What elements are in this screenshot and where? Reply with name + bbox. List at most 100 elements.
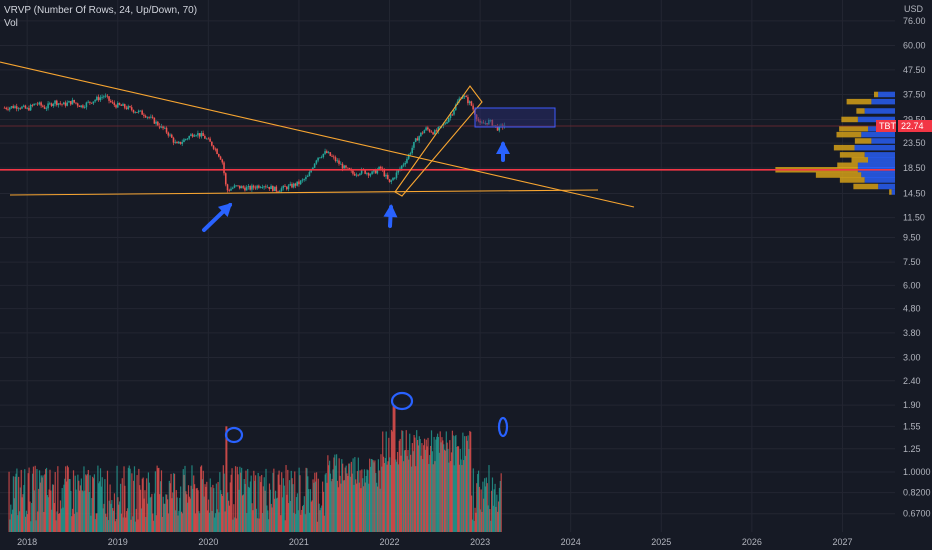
volume-bar [436,436,438,532]
volume-bar [76,512,78,532]
volume-bar [200,465,203,532]
candle-body [444,123,447,125]
arrow-head [496,141,510,154]
candle-body [500,124,502,126]
volume-bar [91,498,93,532]
candle-body [29,104,32,111]
volume-bar [22,494,24,532]
volume-bar [458,464,460,532]
candle-body [92,101,95,104]
candle-body [169,134,171,136]
indicator-label[interactable]: VRVP (Number Of Rows, 24, Up/Down, 70) [4,5,198,16]
volume-bar [245,470,247,532]
candle-body [265,186,267,188]
volume-bar [310,501,312,532]
candle-body [179,141,182,144]
price-tick-label: 47.50 [903,65,926,75]
volume-bar [139,489,142,532]
candle-body [233,185,236,188]
volume-bar [198,511,200,532]
volume-bar [133,480,135,532]
volume-bar [153,493,156,532]
volume-bar [23,485,25,532]
candle-body [19,108,22,110]
candle-body [423,130,426,134]
volume-bar [197,490,199,532]
volume-bar [333,457,335,532]
profile-up-bar [861,172,895,178]
volume-bar [444,450,447,532]
time-tick-label: 2024 [561,537,581,547]
volume-bar [139,485,141,532]
candle-body [153,117,156,124]
candle-body [266,186,269,188]
volume-bar [15,473,17,532]
candle-body [479,120,481,123]
volume-bar [160,481,162,532]
candle-body [111,101,114,103]
volume-bar [416,430,418,532]
candle-body [418,136,420,141]
candle-body [190,134,192,137]
volume-bar [346,473,348,532]
volume-bar [450,452,453,532]
candle-body [238,185,241,189]
candle-body [324,151,326,154]
volume-bar [39,482,42,532]
candle-body [348,168,351,170]
candle-body [55,100,58,106]
price-axis[interactable]: 76.00 60.00 47.50 37.50 29.50 23.50 18.50 14.50… [903,16,931,519]
candle-body [136,112,138,113]
volume-bar [110,503,112,532]
candle-body [245,187,248,191]
profile-down-bar [841,116,858,123]
candle-body [218,154,220,157]
volume-bar [32,466,35,532]
volume-bar [402,431,404,532]
candle-body [109,100,112,102]
volume-bar [470,431,472,532]
volume-bar [433,437,435,532]
last-price-value: 22.74 [901,121,924,131]
candle-body [468,101,471,104]
volume-bar [203,496,205,532]
candle-body [214,148,217,150]
candle-body [15,106,18,109]
candle-body [305,176,307,180]
drawings[interactable] [0,61,895,444]
candle-body [472,105,474,110]
time-axis[interactable]: 2018 2019 2020 2021 2022 2023 2024 2025 2026 2027 [17,537,852,547]
candle-body [409,153,412,155]
candle-body [157,121,159,126]
candle-body [163,127,166,129]
profile-up-bar [864,177,895,183]
volume-bar [124,485,126,532]
volume-bar [308,489,310,532]
volume-bar [447,449,449,532]
volume-bar [96,513,98,532]
volume-label[interactable]: Vol [4,18,18,29]
candle-body [221,159,224,163]
volume-bar [418,436,420,532]
volume-bar [193,475,195,532]
volume-bar [163,503,165,532]
candle-body [259,187,262,189]
volume-bar [62,507,64,532]
volume-bar [58,513,60,532]
volume-bar [494,483,496,532]
volume-bar [496,494,498,532]
profile-down-bar [839,152,865,158]
candle-body [406,158,408,163]
candle-body [258,185,260,188]
volume-bar [206,481,208,532]
volume-bar [434,461,436,532]
volume-bar [255,508,258,532]
volume-bar [165,494,167,532]
volume-bar [244,484,246,532]
profile-down-bar [815,172,862,178]
candle-body [498,125,501,131]
profile-up-bar [878,183,895,190]
volume-bar [341,459,343,532]
volume-bar [440,442,442,532]
